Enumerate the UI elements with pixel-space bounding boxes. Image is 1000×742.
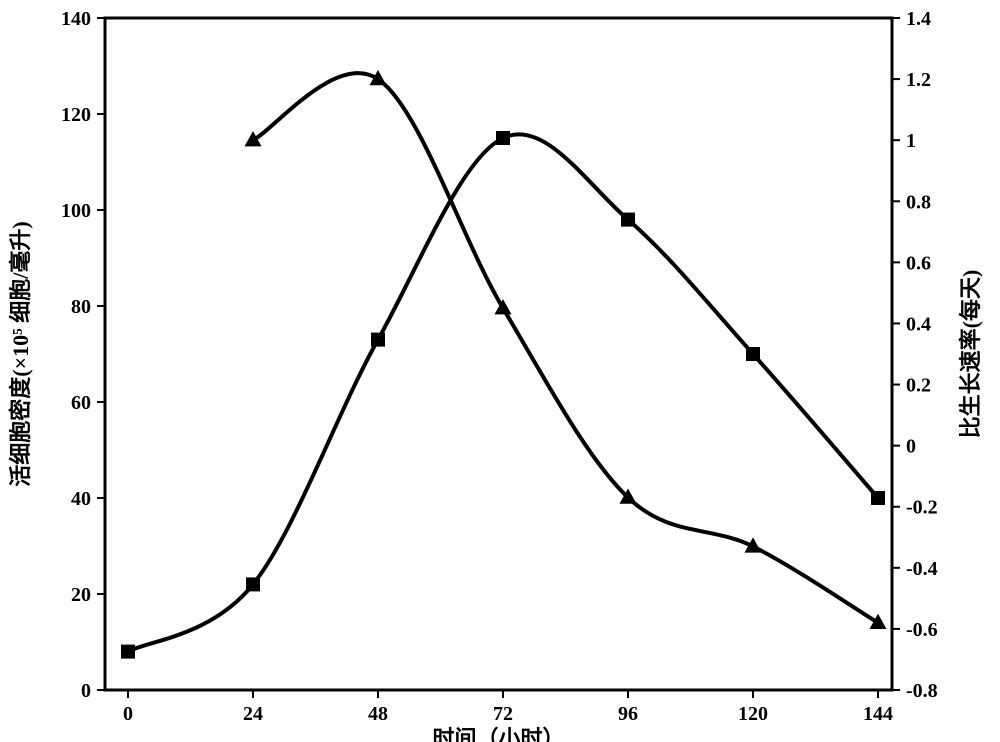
viable-cell-density-square-marker: [247, 578, 260, 591]
y-left-axis-title: 活细胞密度(×10⁵ 细胞/毫升): [8, 221, 33, 486]
x-tick-label: 96: [618, 703, 638, 725]
viable-cell-density-square-marker: [497, 132, 510, 145]
x-tick-label: 72: [493, 703, 513, 725]
y-right-tick-label: 0.4: [906, 313, 931, 335]
y-left-tick-label: 40: [71, 488, 91, 510]
y-right-tick-label: 1.2: [906, 69, 931, 91]
x-tick-label: 120: [738, 703, 768, 725]
chart-svg: 0 24 48 72 96 120 144 时间（小时） 0 20 40 60 80 100 120 140 活…: [0, 0, 1000, 742]
y-left-tick-label: 120: [61, 104, 91, 126]
chart-container: 0 24 48 72 96 120 144 时间（小时） 0 20 40 60 80 100 120 140 活…: [0, 0, 1000, 742]
y-left-tick-label: 60: [71, 392, 91, 414]
y-right-tick-label: 0.6: [906, 252, 931, 274]
y-left-tick-label: 20: [71, 584, 91, 606]
y-left-tick-label: 100: [61, 200, 91, 222]
y-left-tick-label: 0: [81, 680, 91, 702]
y-right-tick-label: -0.6: [906, 619, 938, 641]
viable-cell-density-square-marker: [747, 348, 760, 361]
x-tick-label: 144: [863, 703, 893, 725]
x-tick-label: 24: [243, 703, 263, 725]
x-axis-title: 时间（小时）: [432, 726, 564, 742]
viable-cell-density-square-marker: [872, 492, 885, 505]
y-right-tick-label: -0.4: [906, 558, 938, 580]
x-tick-label: 0: [123, 703, 133, 725]
y-right-tick-label: -0.2: [906, 497, 938, 519]
y-left-tick-label: 140: [61, 8, 91, 30]
y-right-axis-title: 比生长速率(每天): [958, 270, 983, 439]
y-right-tick-label: -0.8: [906, 680, 938, 702]
viable-cell-density-square-marker: [122, 645, 135, 658]
x-tick-label: 48: [368, 703, 388, 725]
viable-cell-density-square-marker: [372, 333, 385, 346]
viable-cell-density-square-marker: [622, 213, 635, 226]
plot-border: [105, 18, 892, 690]
y-right-tick-label: 0.8: [906, 191, 931, 213]
y-right-tick-label: 0: [906, 436, 916, 458]
y-left-tick-label: 80: [71, 296, 91, 318]
y-right-tick-label: 1.4: [906, 8, 931, 30]
y-right-tick-label: 1: [906, 130, 916, 152]
y-right-tick-label: 0.2: [906, 375, 931, 397]
